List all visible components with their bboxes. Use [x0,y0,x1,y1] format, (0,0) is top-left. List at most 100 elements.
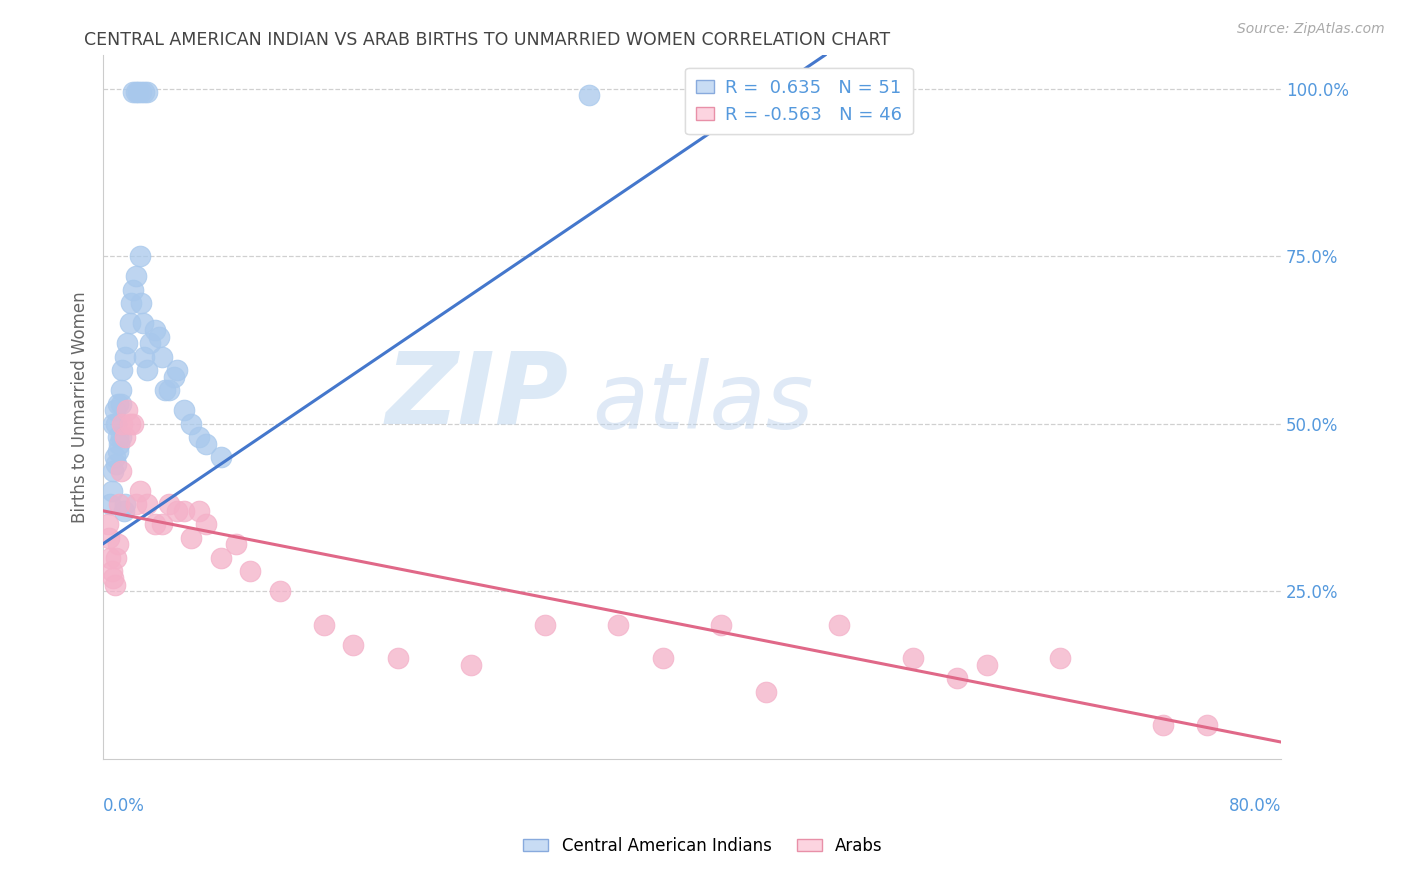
Point [157,383,180,397]
Point [105,550,128,565]
Point [139,336,162,351]
Point [100,550,122,565]
Point [100,497,122,511]
Text: CENTRAL AMERICAN INDIAN VS ARAB BIRTHS TO UNMARRIED WOMEN CORRELATION CHART: CENTRAL AMERICAN INDIAN VS ARAB BIRTHS T… [84,31,890,49]
Legend: Central American Indians, Arabs: Central American Indians, Arabs [517,830,889,862]
Text: Source: ZipAtlas.com: Source: ZipAtlas.com [1237,22,1385,37]
Point [136,363,159,377]
Point [460,657,482,672]
Point [110,396,132,410]
Point [136,85,159,99]
Point [108,437,131,451]
Point [269,584,291,599]
Point [187,504,209,518]
Point [148,329,170,343]
Text: atlas: atlas [592,359,813,449]
Point [901,651,924,665]
Point [180,531,202,545]
Point [209,450,232,465]
Point [209,550,232,565]
Point [110,430,132,444]
Point [225,537,247,551]
Point [120,296,142,310]
Point [98,531,121,545]
Point [104,450,127,465]
Point [114,430,136,444]
Point [195,517,218,532]
Point [115,336,138,351]
Point [143,323,166,337]
Point [101,483,124,498]
Point [108,497,131,511]
Point [578,88,600,103]
Point [166,363,188,377]
Point [1049,651,1071,665]
Point [114,497,136,511]
Point [150,517,173,532]
Point [129,249,152,263]
Point [121,85,143,99]
Point [1197,718,1219,732]
Point [173,504,195,518]
Point [946,672,969,686]
Point [129,483,152,498]
Point [107,396,129,410]
Point [107,430,129,444]
Point [111,363,134,377]
Point [607,617,630,632]
Point [118,417,141,431]
Point [124,269,146,284]
Point [103,464,125,478]
Point [180,417,202,431]
Legend: R =  0.635   N = 51, R = -0.563   N = 46: R = 0.635 N = 51, R = -0.563 N = 46 [685,68,912,135]
Point [187,430,209,444]
Point [150,350,173,364]
Point [103,571,125,585]
Point [107,537,129,551]
Point [740,88,762,103]
Point [127,85,149,99]
Point [153,383,176,397]
Point [105,417,128,431]
Point [115,403,138,417]
Point [828,617,851,632]
Point [651,651,673,665]
Point [163,369,186,384]
Point [136,497,159,511]
Point [157,497,180,511]
Point [195,437,218,451]
Point [131,296,153,310]
Point [387,651,409,665]
Point [755,685,778,699]
Point [104,577,127,591]
Text: ZIP: ZIP [385,348,568,445]
Point [111,417,134,431]
Point [124,85,146,99]
Point [107,443,129,458]
Point [121,417,143,431]
Point [132,316,155,330]
Point [239,564,262,578]
Point [173,403,195,417]
Point [110,464,132,478]
Point [166,504,188,518]
Y-axis label: Births to Unmarried Women: Births to Unmarried Women [72,291,89,523]
Point [124,497,146,511]
Point [342,638,364,652]
Point [710,617,733,632]
Point [96,517,118,532]
Point [112,504,135,518]
Point [533,617,555,632]
Text: 80.0%: 80.0% [1229,797,1281,815]
Point [110,383,132,397]
Point [114,350,136,364]
Point [134,85,156,99]
Point [101,564,124,578]
Point [105,457,128,471]
Point [131,85,153,99]
Point [118,316,141,330]
Point [103,417,125,431]
Point [134,350,156,364]
Point [1152,718,1174,732]
Point [104,403,127,417]
